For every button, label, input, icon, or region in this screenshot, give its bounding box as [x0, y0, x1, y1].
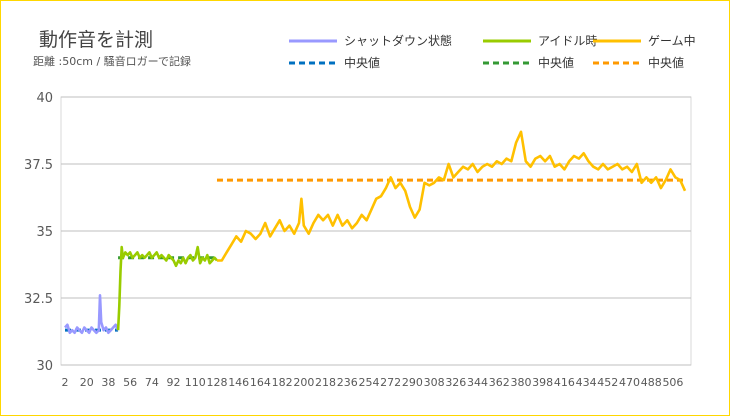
x-tick-label: 92	[167, 376, 181, 389]
x-tick-label: 308	[424, 376, 445, 389]
x-tick-label: 182	[272, 376, 293, 389]
x-tick-label: 344	[467, 376, 488, 389]
y-tick-label: 40	[36, 91, 53, 106]
x-tick-label: 128	[206, 376, 227, 389]
legend-label: ゲーム中	[648, 33, 696, 48]
x-tick-label: 218	[315, 376, 336, 389]
series-line	[116, 245, 218, 331]
x-tick-label: 164	[250, 376, 271, 389]
x-tick-label: 2	[62, 376, 69, 389]
x-tick-label: 398	[532, 376, 553, 389]
chart-title: 動作音を計測	[39, 29, 154, 51]
legend-label: 中央値	[648, 55, 684, 70]
legend-label: アイドル時	[538, 34, 597, 48]
grid-lines	[60, 96, 692, 366]
x-tick-label: 38	[101, 376, 115, 389]
x-tick-label: 488	[641, 376, 662, 389]
y-tick-label: 32.5	[24, 292, 53, 307]
x-tick-label: 506	[662, 376, 683, 389]
legend-label: シャットダウン状態	[344, 33, 452, 48]
legend-label: 中央値	[538, 55, 574, 70]
x-tick-label: 434	[576, 376, 597, 389]
legend-label: 中央値	[344, 55, 380, 70]
x-tick-label: 20	[80, 376, 94, 389]
x-tick-label: 326	[445, 376, 466, 389]
x-tick-label: 200	[293, 376, 314, 389]
x-tick-label: 416	[554, 376, 575, 389]
y-tick-label: 30	[36, 359, 53, 374]
x-tick-label: 236	[337, 376, 358, 389]
x-tick-label: 110	[185, 376, 206, 389]
x-tick-label: 470	[619, 376, 640, 389]
x-tick-label: 290	[402, 376, 423, 389]
series-line	[217, 130, 687, 262]
x-tick-label: 380	[510, 376, 531, 389]
x-tick-label: 146	[228, 376, 249, 389]
y-axis: 30 32.5 35 37.5 40	[24, 91, 53, 374]
x-tick-label: 452	[597, 376, 618, 389]
x-tick-label: 56	[123, 376, 137, 389]
series-line	[64, 294, 120, 335]
x-axis: 2 20 38 56 74 92 110 128 146 164 182 200 218 236 254 27…	[62, 376, 684, 389]
x-tick-label: 254	[358, 376, 379, 389]
x-tick-label: 272	[380, 376, 401, 389]
x-tick-label: 74	[145, 376, 159, 389]
y-tick-label: 35	[36, 225, 53, 240]
chart-subtitle: 距離 :50cm / 騒音ロガーで記録	[33, 55, 192, 68]
x-tick-label: 362	[489, 376, 510, 389]
series-lines	[64, 130, 687, 335]
y-tick-label: 37.5	[24, 158, 53, 173]
